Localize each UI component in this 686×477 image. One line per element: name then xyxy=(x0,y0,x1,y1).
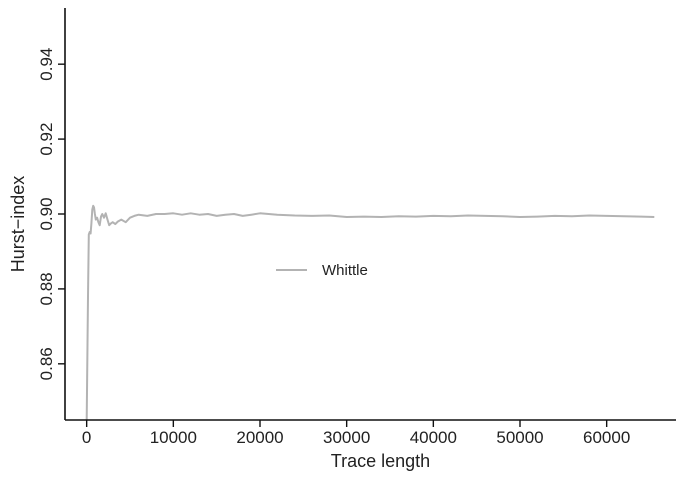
legend-label-whittle: Whittle xyxy=(322,262,368,279)
y-axis-ticks: 0.86 0.88 0.90 0.92 0.94 xyxy=(37,48,65,380)
y-axis-title: Hurst−index xyxy=(8,176,28,273)
x-axis-title: Trace length xyxy=(331,451,430,471)
series-line-whittle xyxy=(85,204,655,421)
y-tick-label: 0.86 xyxy=(37,347,56,380)
x-tick-label: 0 xyxy=(82,428,91,447)
y-tick-label: 0.90 xyxy=(37,197,56,230)
y-tick-label: 0.94 xyxy=(37,48,56,81)
x-axis-ticks: 0 10000 20000 30000 40000 50000 60000 xyxy=(82,420,630,447)
x-tick-label: 30000 xyxy=(323,428,370,447)
y-tick-label: 0.92 xyxy=(37,123,56,156)
plot-area xyxy=(85,204,655,421)
x-tick-label: 10000 xyxy=(150,428,197,447)
x-tick-label: 50000 xyxy=(496,428,543,447)
legend: Whittle xyxy=(276,262,368,279)
y-tick-label: 0.88 xyxy=(37,272,56,305)
x-tick-label: 40000 xyxy=(410,428,457,447)
x-tick-label: 60000 xyxy=(583,428,630,447)
x-tick-label: 20000 xyxy=(236,428,283,447)
